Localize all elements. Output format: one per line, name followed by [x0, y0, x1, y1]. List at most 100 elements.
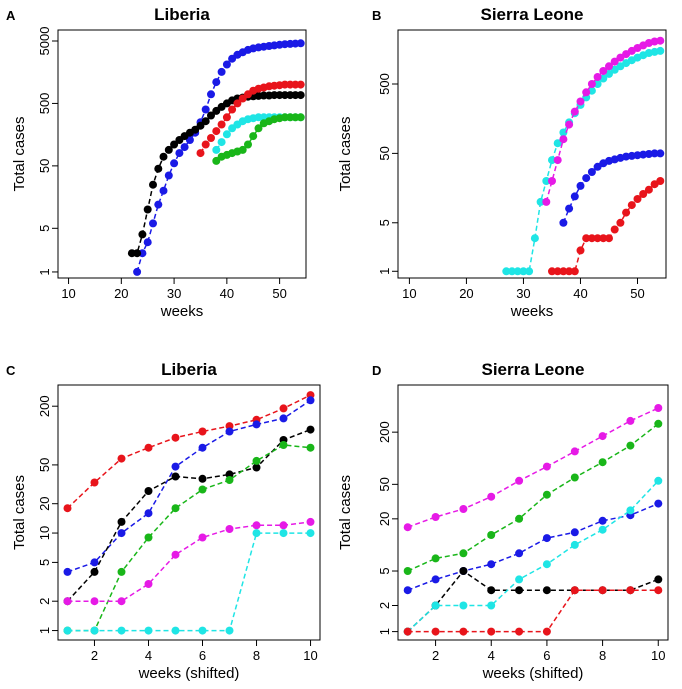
data-point-blue	[570, 192, 579, 201]
data-point-green	[238, 145, 247, 154]
data-point-green	[515, 514, 524, 523]
chart-panel-b: B Sierra Leone 10 20 30 40 50 1 5 50 500 weeks Total…	[337, 5, 667, 320]
data-point-green	[570, 473, 579, 482]
data-point-blue	[217, 67, 226, 76]
series-line-magenta	[67, 521, 311, 602]
series-line-green	[407, 423, 659, 572]
data-point-cyan	[536, 197, 545, 206]
data-point-red	[559, 267, 568, 276]
data-point-red	[117, 454, 126, 463]
data-point-blue	[201, 105, 210, 114]
x-tick-label: 4	[145, 648, 152, 663]
data-point-blue	[164, 171, 173, 180]
data-point-blue	[175, 149, 184, 158]
data-point-green	[487, 531, 496, 539]
data-point-blue	[296, 39, 305, 48]
data-point-red	[616, 218, 625, 227]
series-line-cyan	[67, 532, 311, 632]
data-point-blue	[650, 149, 659, 158]
data-point-magenta	[63, 597, 72, 606]
data-point-blue	[170, 159, 179, 168]
data-point-red	[587, 234, 596, 243]
data-point-red	[90, 478, 99, 487]
data-point-red	[431, 627, 440, 636]
data-point-magenta	[565, 120, 574, 129]
y-tick-label: 200	[37, 395, 52, 417]
data-point-blue	[149, 219, 157, 228]
data-point-cyan	[548, 156, 556, 165]
data-point-cyan	[553, 139, 562, 148]
data-point-magenta	[459, 505, 468, 513]
data-point-blue	[117, 529, 126, 538]
data-point-red	[279, 404, 288, 413]
x-tick-label: 20	[114, 286, 128, 301]
data-point-magenta	[171, 550, 180, 559]
data-point-magenta	[117, 597, 126, 606]
data-point-green	[279, 441, 288, 449]
x-tick-label: 8	[599, 648, 606, 663]
data-point-cyan	[431, 601, 440, 610]
y-tick-label: 1	[377, 628, 392, 635]
data-point-magenta	[403, 523, 412, 532]
data-point-red	[627, 201, 636, 210]
data-point-blue	[431, 575, 440, 584]
data-point-magenta	[225, 525, 234, 533]
data-point-blue	[515, 549, 524, 558]
x-tick-label: 2	[91, 648, 98, 663]
x-tick-label: 20	[459, 286, 473, 301]
data-point-red	[233, 99, 242, 108]
data-point-red	[515, 627, 524, 636]
y-axis-label: Total cases	[11, 475, 28, 550]
data-point-blue	[656, 149, 665, 158]
data-point-red	[207, 134, 215, 142]
data-point-magenta	[593, 73, 602, 81]
data-point-green	[249, 132, 258, 141]
data-point-red	[656, 177, 665, 185]
data-point-cyan	[225, 626, 234, 635]
data-point-green	[403, 567, 412, 575]
data-point-blue	[306, 396, 315, 405]
data-point-red	[582, 234, 591, 243]
data-point-black	[154, 164, 163, 173]
data-point-blue	[570, 528, 579, 537]
data-point-red	[548, 267, 556, 276]
data-point-red	[633, 195, 642, 203]
x-tick-label: 30	[516, 286, 530, 301]
data-point-blue	[225, 427, 234, 436]
y-tick-label: 50	[37, 458, 52, 472]
data-point-magenta	[306, 517, 315, 526]
y-tick-label: 20	[377, 512, 392, 526]
series-group	[502, 36, 665, 276]
panel-letter: D	[372, 363, 381, 378]
data-point-black	[138, 230, 147, 239]
data-point-magenta	[656, 36, 665, 45]
x-axis-label: weeks	[510, 303, 554, 320]
plot-frame	[57, 384, 321, 641]
data-point-blue	[207, 90, 215, 99]
data-point-red	[605, 234, 613, 243]
data-point-magenta	[576, 97, 585, 106]
data-point-cyan	[90, 626, 99, 635]
chart-panel-a: A Liberia 10 20 30 40 50 1 5 50 500 5000 weeks Total …	[6, 5, 307, 320]
y-tick-label: 50	[377, 146, 392, 160]
data-point-cyan	[144, 626, 153, 635]
series-line-black	[66, 428, 311, 602]
data-point-blue	[598, 516, 607, 525]
data-point-magenta	[487, 492, 496, 501]
data-point-cyan	[222, 130, 231, 139]
data-point-cyan	[654, 476, 663, 485]
x-tick-label: 4	[488, 648, 495, 663]
y-tick-label: 5	[377, 567, 392, 574]
data-point-cyan	[515, 575, 524, 584]
data-point-red	[144, 443, 153, 452]
data-point-red	[593, 234, 602, 243]
plot-frame	[397, 29, 667, 279]
data-point-cyan	[117, 626, 126, 635]
plot-frame	[397, 384, 669, 641]
y-tick-label: 50	[37, 159, 52, 173]
plot-frame	[57, 29, 307, 279]
data-point-black	[654, 575, 663, 584]
